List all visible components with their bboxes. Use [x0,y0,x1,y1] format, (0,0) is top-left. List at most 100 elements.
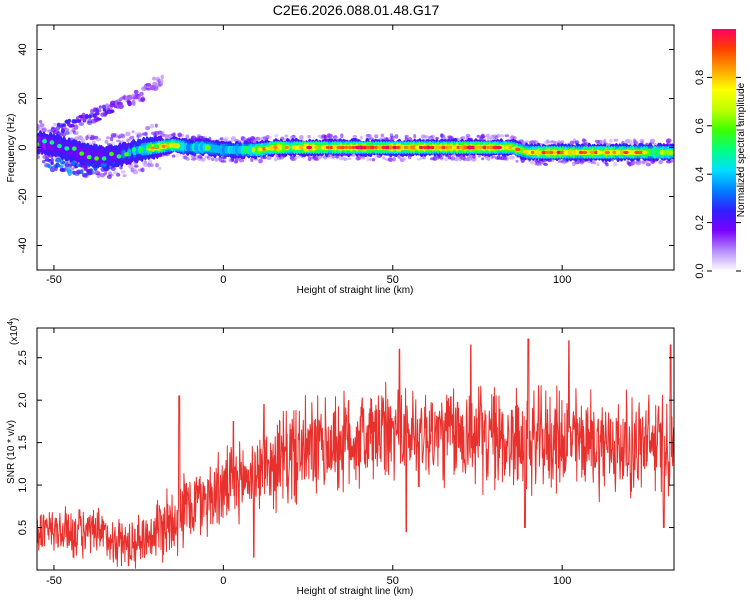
spectrogram-cell [132,99,136,104]
spectrogram-cell [116,139,121,143]
spectrogram-cell [160,78,164,85]
spectrogram-ridge-cell [666,149,671,156]
spectrogram-cell [359,135,364,140]
spectrogram-ridge-cell [634,150,640,155]
spectrogram-cell [447,135,453,138]
spectrogram-ridge-cell [146,144,152,149]
spectrogram-ridge-cell [668,149,674,156]
spectrogram-cell [457,138,461,142]
spectrogram-cell [274,134,279,138]
spectrogram-cell [468,154,473,159]
snr-line [37,338,674,569]
spectrogram-ridge-cell [538,150,543,155]
spectrogram-cell [331,154,337,159]
spectrogram-cell [104,170,108,175]
spectrogram-ridge-cell [623,150,629,155]
spectrogram-ridge-cell [441,145,446,150]
spectrogram-cell [74,136,80,141]
spectrogram-cell [435,136,439,140]
spectrogram-cell [55,158,62,163]
spectrogram-ridge-cell [474,145,480,150]
spectrogram-ridge-cell [586,149,592,156]
spectrogram-cell [109,136,114,142]
spectrogram-ridge-cell [258,147,264,152]
spectrogram-cell [329,156,335,160]
x-tick-label: 50 [387,575,399,587]
spectrogram-cell [131,130,135,134]
spectrogram-cell [313,158,320,162]
spectrogram-ridge-cell [642,150,647,155]
spectrogram-cell [343,157,348,162]
spectrogram-cell [346,157,352,160]
spectrogram-cell [144,131,148,137]
colorbar: 0.0 0.2 0.4 0.6 0.8 Normalized spectral ampl… [694,29,747,279]
spectrogram-cell [82,119,87,123]
spectrogram-cell [499,134,505,138]
spectrogram-cell [250,157,254,162]
spectrogram-ridge-cell [165,144,170,148]
spectrogram-cell [613,161,617,167]
spectrogram-ridge-cell [57,143,62,149]
spectrogram-cell [530,160,534,165]
spectrogram-cell [472,154,476,159]
spectrogram-ridge-cell [601,150,606,155]
spectrogram-cell [59,164,64,169]
spectrogram-cell [56,131,62,137]
spectrogram-cell [38,119,43,124]
spectrogram-ridge-cell [567,150,573,155]
spectrogram-cell [512,136,517,140]
spectrogram-x-ticks: -50 0 50 100 [46,25,571,286]
y-tick-label: 0.5 [17,520,29,535]
spectrogram-cell [104,140,109,144]
spectrogram-cell [125,131,131,137]
spectrogram-cell [494,135,499,140]
colorbar-gradient [712,29,736,271]
spectrogram-cell [545,139,549,145]
spectrogram-ridge-cell [604,150,611,155]
spectrogram-cell [605,162,609,167]
spectrogram-ridge-cell [172,143,177,148]
spectrogram-cell [404,134,409,138]
spectrogram-cell [80,138,85,144]
x-tick-label: -50 [46,575,62,587]
snr-y-label: SNR (10 * v/v) [6,420,17,484]
spectrogram-cell [127,100,132,107]
spectrogram-cell [600,140,606,144]
spectrogram-cell [493,137,497,141]
spectrogram-ridge-cell [291,145,297,150]
spectrogram-ridge-cell [433,145,438,150]
spectrogram-cell [284,134,289,138]
spectrogram-cell [368,158,372,161]
spectrogram-cell [485,156,489,161]
spectrogram-ridge-cell [486,145,490,150]
spectrogram-ridge-cell [277,145,282,150]
spectrogram-cell [380,136,386,139]
spectrogram-cell [291,157,297,161]
spectrogram-cell [487,156,491,161]
spectrogram-cell [258,158,263,164]
spectrogram-cell [141,167,145,173]
spectrogram-cell [75,119,82,123]
spectrogram-ridge-cell [306,145,313,150]
spectrogram-cell [257,137,262,142]
spectrogram-cell [37,126,40,131]
spectrogram-cell [160,74,164,80]
colorbar-tick-label: 0.8 [694,70,706,85]
spectrogram-cell [170,133,176,137]
spectrogram-cell [260,136,266,141]
spectrogram-ridge-cell [549,150,554,155]
spectrogram-cell [569,140,575,146]
colorbar-tick-label: 0.6 [694,118,706,133]
spectrogram-cell [172,132,176,136]
spectrogram-ridge-cell [589,150,596,155]
y-tick-label: -40 [17,238,29,254]
spectrogram-ridge-cell [362,145,368,150]
spectrogram-ridge-cell [251,147,256,153]
spectrogram-ridge-cell [348,145,352,150]
spectrogram-cell [191,157,197,161]
spectrogram-cell [560,140,565,145]
spectrogram-ridge-cell [204,145,211,151]
spectrogram-cell [481,157,485,161]
spectrogram-cell [476,134,480,138]
